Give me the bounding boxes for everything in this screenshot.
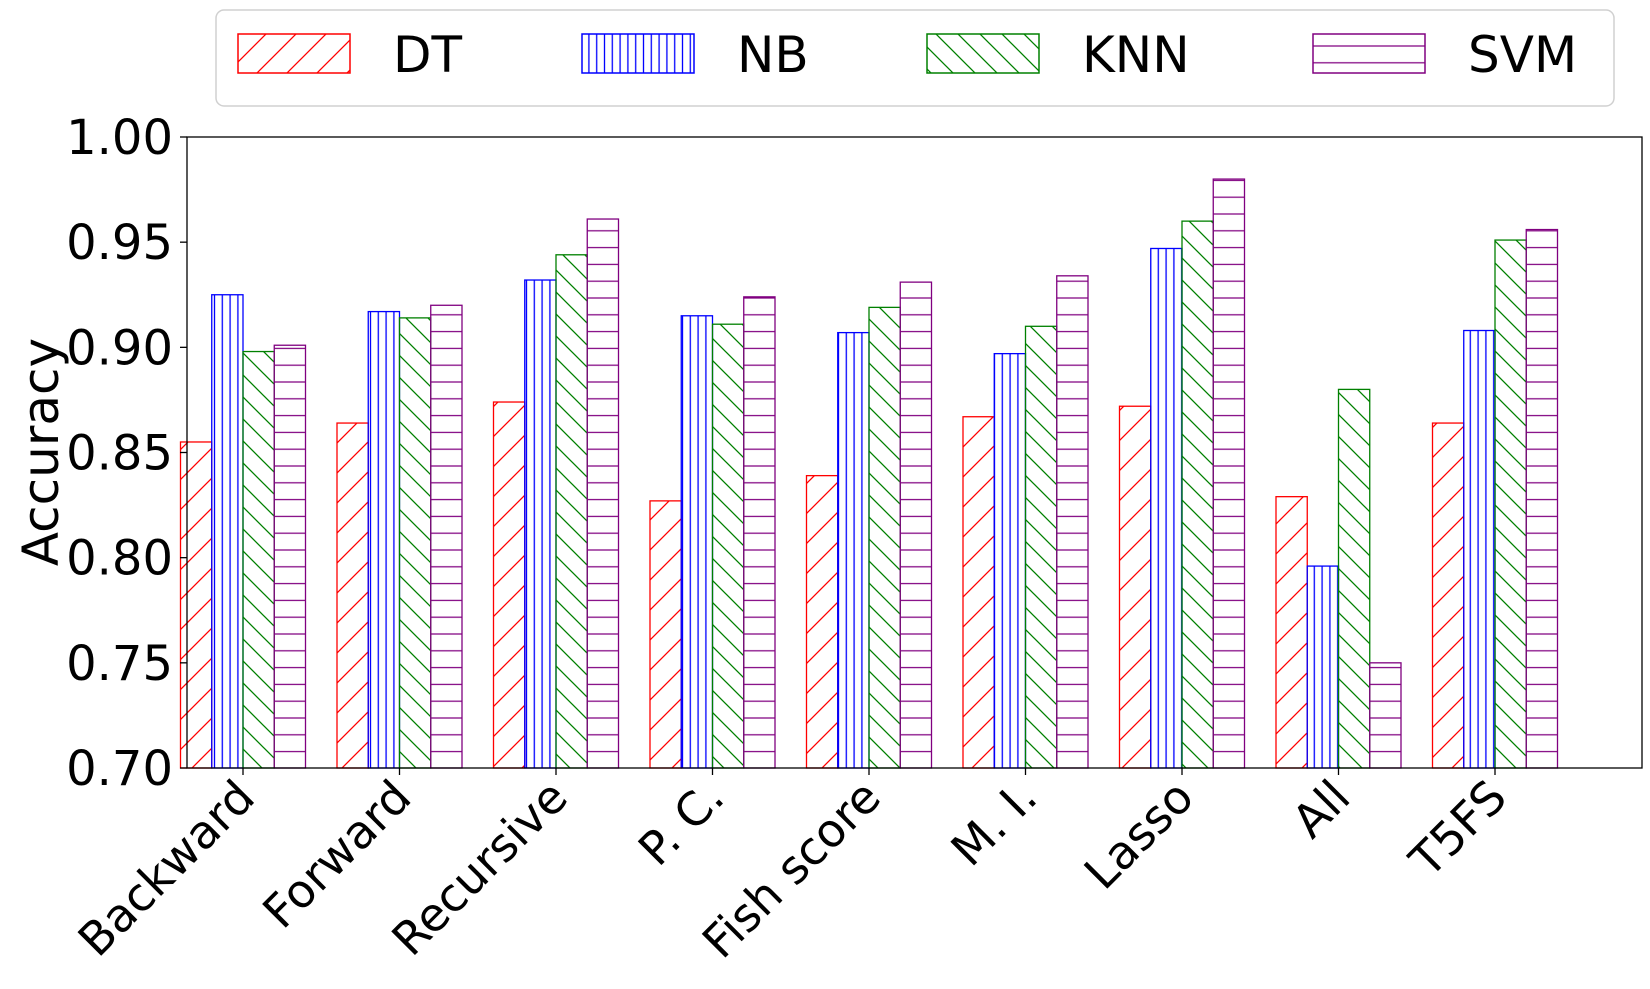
bar-svm-backward [273,344,307,769]
bar-knn-fish-score [868,306,901,769]
bar-knn-forward [398,317,432,769]
legend-swatch-knn [926,33,1040,74]
bar-nb-t5fs [1463,329,1496,769]
bar-svm-p-c [743,296,776,769]
plot-area [179,178,1559,769]
legend: DT NB KNN SVM [215,9,1615,107]
bar-nb-p-c [680,315,714,769]
bar-nb-forward [367,310,401,769]
legend-label-svm: SVM [1468,26,1577,84]
bar-knn-m-i [1024,325,1058,769]
bar-knn-t5fs [1494,239,1527,769]
legend-label-knn: KNN [1082,26,1190,84]
bar-svm-fish-score [899,281,933,769]
plot-frame [186,136,1643,769]
legend-swatch-svm [1312,33,1426,74]
bar-knn-backward [242,350,275,769]
bar-nb-fish-score [837,331,870,769]
y-tick-label: 1.00 [66,110,173,166]
bar-dt-m-i [962,416,995,769]
x-tick-label-p-c: P. C. [628,770,734,876]
y-tick-label: 0.80 [66,531,173,587]
x-tick-label-t5fs: T5FS [1399,770,1517,888]
bar-nb-backward [211,294,244,769]
bar-knn-lasso [1181,220,1214,769]
x-tick-label-lasso: Lasso [1074,770,1204,900]
y-tick-label: 0.90 [66,320,173,376]
bar-svm-forward [430,304,463,769]
bar-knn-p-c [711,323,745,769]
bar-dt-fish-score [805,474,839,769]
bar-dt-p-c [649,500,682,769]
bar-nb-m-i [993,352,1027,769]
bar-dt-forward [336,422,369,769]
bar-nb-recursive [524,279,557,769]
bar-svm-t5fs [1525,228,1559,769]
bar-svm-all [1369,662,1402,769]
x-tick-label-all: All [1282,770,1361,849]
bar-knn-recursive [555,254,588,769]
x-tick-label-backward: Backward [68,770,265,967]
bar-dt-recursive [492,401,526,769]
bar-dt-backward [179,441,213,769]
y-tick-label: 0.85 [66,426,173,482]
legend-label-nb: NB [737,26,809,84]
legend-frame [215,9,1615,107]
bar-svm-recursive [586,218,620,769]
y-tick-label: 0.75 [66,636,173,692]
y-axis-tick-labels: 0.70 0.75 0.80 0.85 0.90 0.95 1.00 [66,110,187,797]
legend-label-dt: DT [393,26,463,84]
bar-knn-all [1337,388,1371,769]
legend-swatch-dt [237,33,351,74]
bar-nb-all [1306,565,1340,769]
y-tick-label: 0.70 [66,741,173,797]
y-axis-label: Accuracy [12,338,70,566]
x-tick-label-m-i: M. I. [940,770,1047,877]
bar-nb-lasso [1150,247,1183,769]
bar-svm-m-i [1056,275,1089,769]
bar-dt-all [1275,496,1308,769]
bar-svm-lasso [1212,178,1246,769]
bar-dt-t5fs [1431,422,1465,769]
legend-swatch-nb [581,33,695,74]
bar-dt-lasso [1118,405,1152,769]
y-tick-label: 0.95 [66,215,173,271]
